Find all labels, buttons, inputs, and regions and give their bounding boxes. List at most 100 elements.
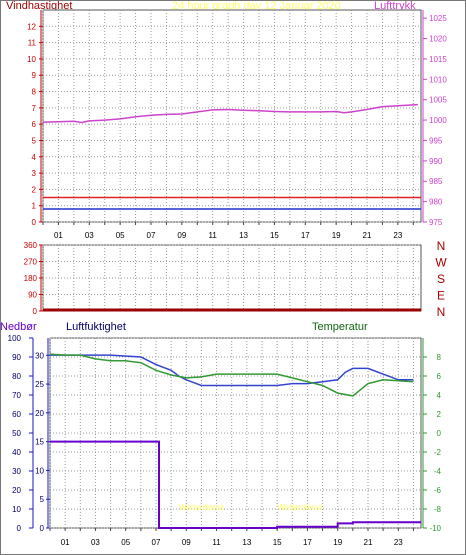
temperature-tick-label: 0: [437, 429, 442, 438]
y-tick-label-left: 4: [32, 153, 37, 162]
pressure-label: Lufttrykk: [374, 0, 416, 12]
humidity-tick-label: 100: [8, 334, 22, 343]
temperature-tick-label: -10: [429, 524, 441, 533]
rain-tick-label: 20: [35, 409, 44, 418]
y-tick-label-right: 1025: [429, 14, 447, 23]
rain-tick-label: 10: [35, 466, 44, 475]
x-tick-label: 03: [85, 231, 94, 240]
y-tick-label-left: 8: [32, 88, 37, 97]
y-tick-label-right: 1000: [429, 116, 447, 125]
temperature-tick-label: 4: [437, 391, 442, 400]
direction-label: W: [435, 256, 447, 270]
direction-label: E: [437, 289, 445, 303]
rain-tick-label: 15: [35, 438, 44, 447]
x-tick-label: 07: [152, 538, 161, 547]
humidity-tick-label: 40: [12, 448, 21, 457]
y-tick-label-right: 1005: [429, 96, 447, 105]
y-tick-label-left: 270: [24, 258, 38, 267]
y-tick-label-left: 11: [28, 39, 37, 48]
x-tick-label: 09: [177, 231, 186, 240]
x-tick-label: 23: [394, 538, 403, 547]
temperature-tick-label: 2: [437, 410, 442, 419]
temperature-tick-label: -6: [434, 486, 442, 495]
wind-speed-label: Vindhastighet: [6, 0, 72, 12]
x-tick-label: 05: [121, 538, 130, 547]
plot-area: [42, 9, 422, 223]
rain-humidity-temperature-panel: 0102030405060708090100051015202530-10-8-…: [8, 334, 442, 547]
x-tick-label: 01: [61, 538, 70, 547]
humidity-tick-label: 10: [12, 505, 21, 514]
series-humidity: [50, 354, 414, 387]
annotation: Wetterdienst: [277, 503, 323, 512]
rain-tick-label: 5: [40, 495, 45, 504]
x-tick-label: 09: [182, 538, 191, 547]
x-tick-label: 17: [303, 538, 312, 547]
x-tick-label: 01: [54, 231, 63, 240]
y-tick-label-left: 6: [32, 120, 37, 129]
y-tick-label-right: 1020: [429, 35, 447, 44]
series-pressure: [42, 103, 418, 124]
annotation: Wetterdienst: [179, 503, 225, 512]
x-tick-label: 17: [301, 231, 310, 240]
y-tick-label-left: 3: [32, 169, 37, 178]
y-tick-label-left: 10: [27, 55, 36, 64]
x-tick-label: 15: [273, 538, 282, 547]
direction-label: S: [437, 272, 445, 286]
x-tick-label: 07: [147, 231, 156, 240]
y-tick-label-right: 990: [429, 157, 443, 166]
x-tick-label: 13: [239, 231, 248, 240]
y-tick-label-left: 9: [32, 71, 37, 80]
y-tick-label-left: 7: [32, 104, 37, 113]
y-tick-label-left: 2: [32, 185, 37, 194]
humidity-tick-label: 70: [12, 391, 21, 400]
humidity-tick-label: 20: [12, 486, 21, 495]
y-tick-label-right: 1015: [429, 55, 447, 64]
humidity-tick-label: 60: [12, 410, 21, 419]
x-tick-label: 21: [364, 538, 373, 547]
y-tick-label-right: 1010: [429, 75, 447, 84]
y-tick-label-left: 12: [27, 22, 36, 31]
temperature-tick-label: 8: [437, 353, 442, 362]
y-tick-label-right: 975: [429, 218, 443, 227]
x-tick-label: 03: [91, 538, 100, 547]
y-tick-label-left: 0: [32, 218, 37, 227]
direction-label: N: [437, 239, 446, 253]
humidity-tick-label: 0: [17, 524, 22, 533]
y-tick-label-left: 5: [32, 136, 37, 145]
temperature-tick-label: -8: [434, 505, 442, 514]
x-tick-label: 19: [332, 231, 341, 240]
temperature-tick-label: -2: [434, 448, 442, 457]
series-rain: [50, 440, 421, 529]
temperature-label: Temperatur: [312, 321, 368, 333]
y-tick-label-left: 90: [28, 291, 37, 300]
rain-tick-label: 30: [35, 351, 44, 360]
x-tick-label: 21: [363, 231, 372, 240]
rain-tick-label: 25: [35, 380, 44, 389]
graph-title: 24 hour graph day 12 Januar 2020: [172, 0, 341, 12]
humidity-label: Luftfuktighet: [66, 321, 126, 333]
y-tick-label-right: 980: [429, 198, 443, 207]
humidity-tick-label: 30: [12, 467, 21, 476]
x-tick-label: 23: [393, 231, 402, 240]
temperature-tick-label: -4: [434, 467, 442, 476]
x-tick-label: 15: [270, 231, 279, 240]
temperature-tick-label: 6: [437, 372, 442, 381]
y-tick-label-left: 180: [24, 274, 38, 283]
direction-label: N: [437, 305, 446, 319]
x-tick-label: 13: [242, 538, 251, 547]
rain-label: Nedbør: [0, 321, 37, 333]
wind-pressure-panel: 0123456789101112975980985990995100010051…: [27, 9, 447, 240]
y-tick-label-right: 985: [429, 177, 443, 186]
y-tick-label-right: 995: [429, 136, 443, 145]
humidity-tick-label: 80: [12, 372, 21, 381]
x-tick-label: 11: [212, 538, 221, 547]
x-tick-label: 05: [116, 231, 125, 240]
x-tick-label: 11: [209, 231, 218, 240]
x-tick-label: 19: [333, 538, 342, 547]
rain-tick-label: 0: [40, 524, 45, 533]
humidity-tick-label: 90: [12, 353, 21, 362]
humidity-tick-label: 50: [12, 429, 21, 438]
